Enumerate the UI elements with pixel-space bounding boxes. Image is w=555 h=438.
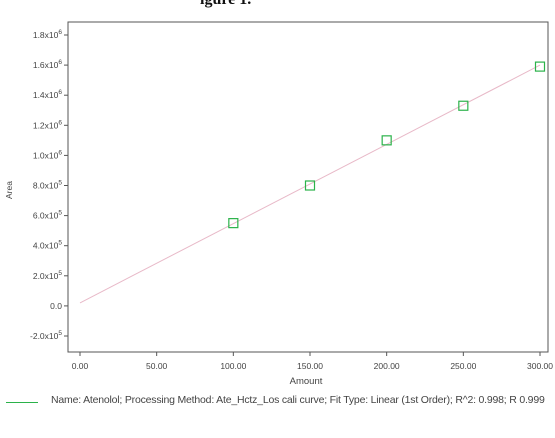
data-point bbox=[534, 61, 546, 72]
y-tick-label: 1.2x106 bbox=[33, 119, 63, 130]
plot-frame bbox=[67, 21, 549, 353]
y-tick-label: 2.0x105 bbox=[33, 270, 63, 281]
data-point bbox=[228, 218, 239, 229]
y-tick-label: 6.0x105 bbox=[33, 210, 63, 221]
y-tick-label: 1.8x106 bbox=[33, 29, 63, 40]
x-axis-ticks: 0.00 50.00 100.00 150.00 200.00 250.00 300.00 bbox=[72, 352, 553, 371]
legend-text: Name: Atenolol; Processing Method: Ate_H… bbox=[51, 394, 545, 406]
data-point bbox=[381, 135, 392, 146]
x-tick-label: 300.00 bbox=[527, 361, 553, 371]
y-tick-label: 1.0x106 bbox=[33, 149, 63, 160]
x-tick-label: 50.00 bbox=[146, 361, 168, 371]
y-axis-label: Area bbox=[4, 181, 14, 199]
legend-swatch bbox=[6, 402, 38, 403]
y-tick-label: 1.6x106 bbox=[33, 59, 63, 70]
y-tick-label: 8.0x105 bbox=[33, 180, 63, 191]
y-axis-ticks: 1.8x106 1.6x106 1.4x106 1.2x106 1.0x106 8.0x1… bbox=[30, 29, 68, 341]
chart-title-text: igure 1. bbox=[200, 0, 251, 9]
y-tick-label: 1.4x106 bbox=[33, 89, 63, 100]
x-tick-label: 250.00 bbox=[450, 361, 476, 371]
data-point bbox=[304, 180, 316, 191]
data-point bbox=[458, 100, 469, 111]
data-points bbox=[228, 61, 546, 229]
y-tick-label: 4.0x105 bbox=[33, 240, 63, 251]
y-tick-label: 0.0 bbox=[50, 301, 62, 311]
legend: Name: Atenolol; Processing Method: Ate_H… bbox=[4, 392, 552, 432]
x-axis-label: Amount bbox=[290, 376, 323, 387]
chart-title: igure 1. bbox=[0, 0, 555, 12]
x-tick-label: 0.00 bbox=[72, 361, 89, 371]
fit-line bbox=[79, 64, 541, 304]
x-tick-label: 200.00 bbox=[374, 361, 400, 371]
x-tick-label: 100.00 bbox=[220, 361, 246, 371]
x-tick-label: 150.00 bbox=[297, 361, 323, 371]
calibration-chart: 1.8x106 1.6x106 1.4x106 1.2x106 1.0x106 8.0x1… bbox=[4, 21, 553, 387]
y-tick-label: -2.0x105 bbox=[30, 330, 62, 341]
axes bbox=[67, 21, 549, 353]
fit-line-group bbox=[79, 64, 541, 304]
